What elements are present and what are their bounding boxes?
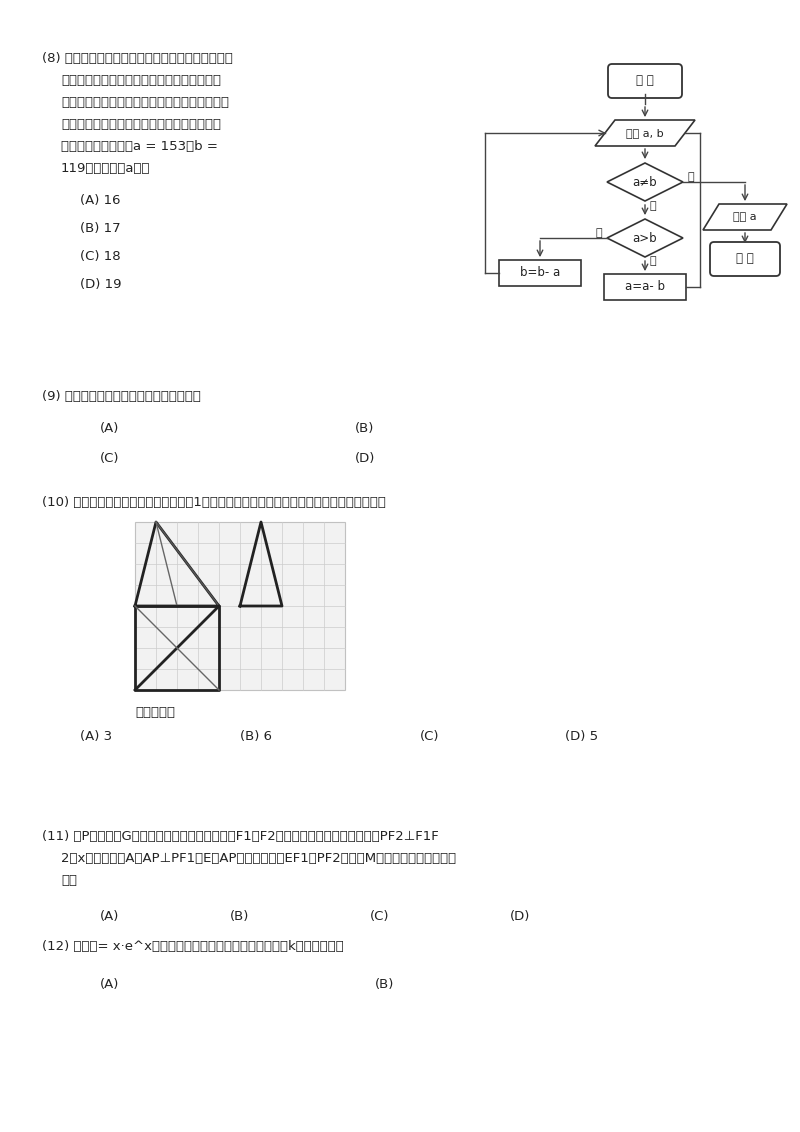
Text: (A): (A) <box>100 978 119 990</box>
Text: (D): (D) <box>355 452 375 465</box>
Text: 119，则输出的a值是: 119，则输出的a值是 <box>61 162 150 175</box>
Text: 是: 是 <box>649 201 656 211</box>
Text: (B): (B) <box>230 910 250 923</box>
Text: (12) 设函数= x·e^x，，，若对任意的，都有成立，则实数k的取值范围是: (12) 设函数= x·e^x，，，若对任意的，都有成立，则实数k的取值范围是 <box>42 940 344 953</box>
Text: (B) 17: (B) 17 <box>80 222 121 235</box>
Text: (A) 3: (A) 3 <box>80 730 112 743</box>
Polygon shape <box>595 120 695 146</box>
Text: (8) 更相减损术是出自中国古代数学专著《九章算术: (8) 更相减损术是出自中国古代数学专著《九章算术 <box>42 52 233 65</box>
Text: (C): (C) <box>370 910 390 923</box>
Text: (B): (B) <box>355 422 374 435</box>
Bar <box>499 260 581 286</box>
Text: (10) 下列方格纸中每个正方形的边长为1，粗线部分是一个几何体的三视图，则该几何体最长: (10) 下列方格纸中每个正方形的边长为1，粗线部分是一个几何体的三视图，则该几… <box>42 496 386 509</box>
Text: 程序框图，如果输入a = 153，b =: 程序框图，如果输入a = 153，b = <box>61 140 218 153</box>
Text: (A): (A) <box>100 910 119 923</box>
Text: (D): (D) <box>510 910 530 923</box>
Text: 损，求其等也。以等数约之。右图是该算法的: 损，求其等也。以等数约之。右图是该算法的 <box>61 118 221 131</box>
Text: (B) 6: (B) 6 <box>240 730 272 743</box>
Text: a≠b: a≠b <box>633 175 658 189</box>
Text: (C) 18: (C) 18 <box>80 250 121 263</box>
Bar <box>135 522 345 691</box>
Text: (D) 5: (D) 5 <box>565 730 598 743</box>
Text: 是: 是 <box>595 228 602 238</box>
Text: (C): (C) <box>100 452 119 465</box>
Text: 否: 否 <box>649 256 656 266</box>
Text: 输出 a: 输出 a <box>733 212 757 222</box>
Text: (D) 19: (D) 19 <box>80 278 122 291</box>
FancyBboxPatch shape <box>710 242 780 276</box>
Text: b=b- a: b=b- a <box>520 266 560 280</box>
FancyBboxPatch shape <box>608 65 682 98</box>
Text: (A) 16: (A) 16 <box>80 194 121 207</box>
Text: (9) 设实数，，则下列不等式一定正确的是: (9) 设实数，，则下列不等式一定正确的是 <box>42 391 201 403</box>
Text: 2，x轴上有一点A且AP⊥PF1，E是AP的中点，线段EF1与PF2交于点M，若，则双曲线的离心: 2，x轴上有一点A且AP⊥PF1，E是AP的中点，线段EF1与PF2交于点M，若… <box>61 852 456 865</box>
Text: (C): (C) <box>420 730 439 743</box>
Polygon shape <box>607 163 683 201</box>
Text: (11) 设P为双曲线G：，上且在第一象限内的点，F1，F2分别是双曲线的左、右焦点，PF2⊥F1F: (11) 设P为双曲线G：，上且在第一象限内的点，F1，F2分别是双曲线的左、右… <box>42 830 438 843</box>
Polygon shape <box>607 218 683 257</box>
Text: 》的一种算法，其内容如下：可半者半之，不: 》的一种算法，其内容如下：可半者半之，不 <box>61 74 221 87</box>
Text: 输入 a, b: 输入 a, b <box>626 128 664 138</box>
Text: 否: 否 <box>687 172 694 182</box>
Text: 开 始: 开 始 <box>636 75 654 87</box>
Text: 可半者，副置分母、子之数，以少减多，更相减: 可半者，副置分母、子之数，以少减多，更相减 <box>61 96 229 109</box>
Text: 率是: 率是 <box>61 874 77 887</box>
Bar <box>604 274 686 300</box>
Text: 结 束: 结 束 <box>736 252 754 266</box>
Text: (B): (B) <box>375 978 394 990</box>
Text: 棱的棱长是: 棱的棱长是 <box>135 706 175 719</box>
Text: (A): (A) <box>100 422 119 435</box>
Polygon shape <box>703 204 787 230</box>
Text: a>b: a>b <box>633 232 658 245</box>
Text: a=a- b: a=a- b <box>625 281 665 293</box>
